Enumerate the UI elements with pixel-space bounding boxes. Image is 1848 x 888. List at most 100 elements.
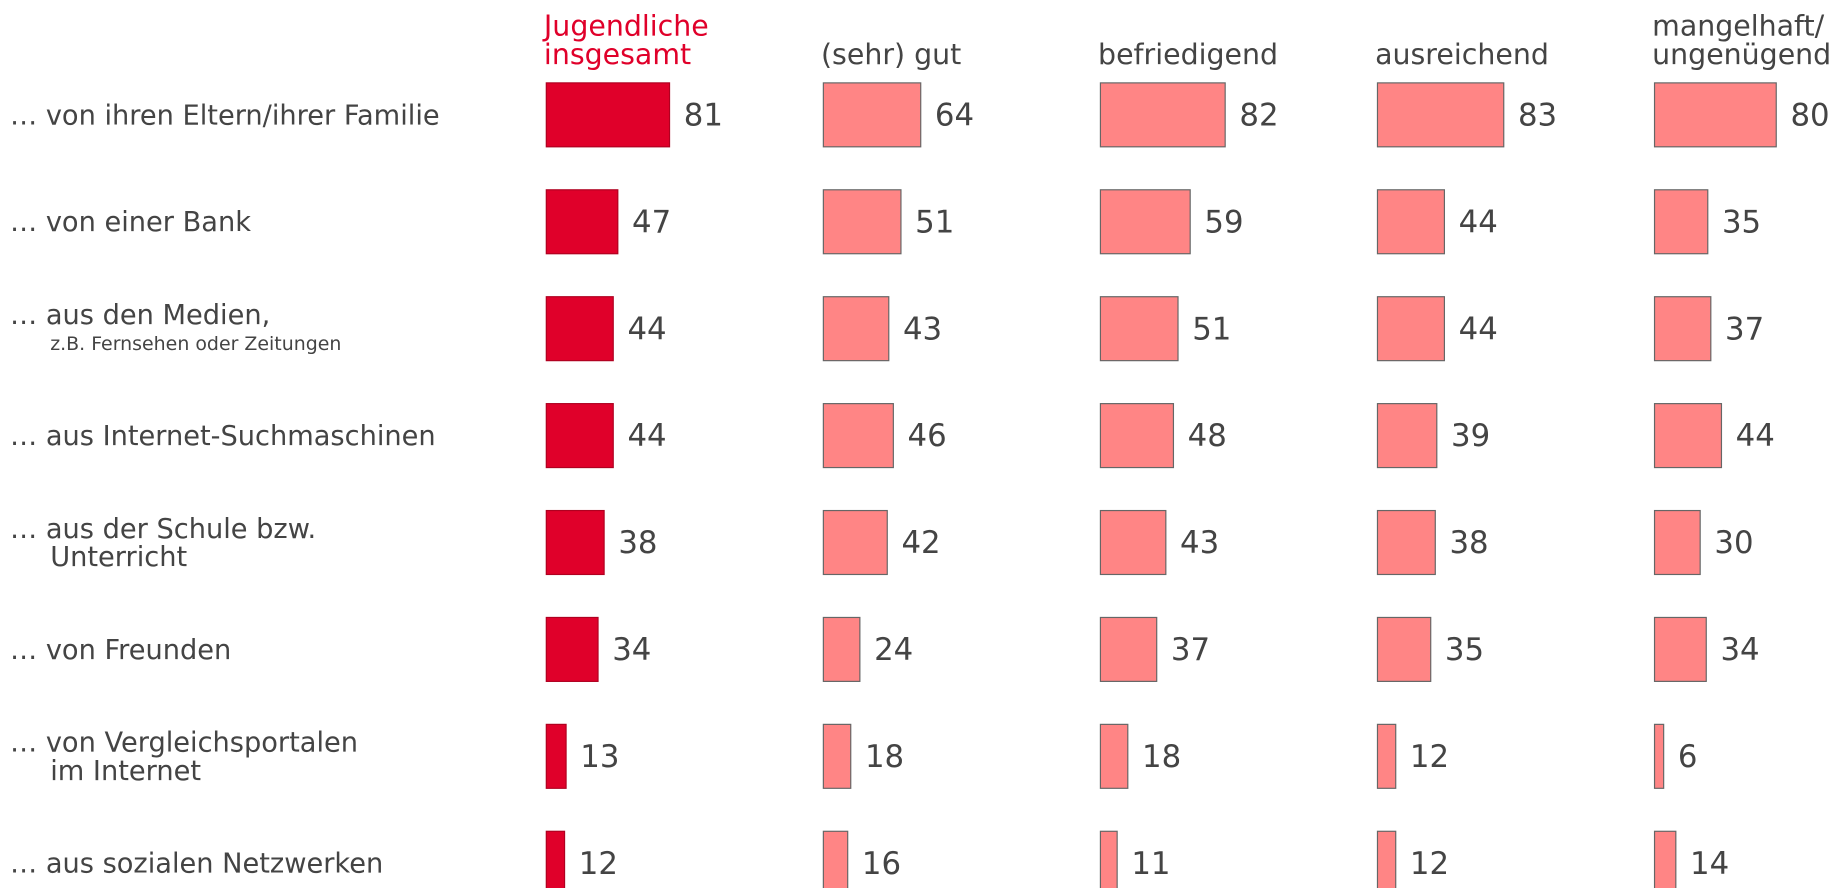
bar [545, 509, 605, 576]
value-label: 12 [1410, 739, 1449, 775]
value-label: 44 [1459, 311, 1498, 347]
category-label: … aus den Medien, [10, 300, 270, 331]
category-label: … von einer Bank [10, 207, 251, 238]
series-label: Jugendliche [542, 10, 709, 43]
bar [1099, 82, 1226, 148]
value-label: 38 [618, 525, 657, 561]
category-label: z.B. Fernsehen oder Zeitungen [50, 333, 341, 355]
bar [1376, 830, 1397, 888]
bar [1099, 723, 1129, 789]
value-label: 83 [1518, 98, 1557, 134]
bar [822, 189, 902, 255]
bar [1376, 82, 1505, 148]
series-label: ungenügend [1652, 38, 1831, 71]
category-label: … von Freunden [10, 635, 231, 666]
bar [1099, 509, 1167, 576]
bar [1653, 723, 1665, 789]
value-label: 11 [1131, 846, 1170, 882]
bar [1653, 296, 1712, 362]
value-label: 44 [1736, 418, 1775, 454]
category-label: Unterricht [50, 542, 187, 573]
value-label: 34 [1720, 632, 1759, 668]
value-label: 30 [1714, 525, 1753, 561]
value-label: 24 [874, 632, 913, 668]
value-label: 6 [1678, 739, 1698, 775]
bar [1376, 189, 1446, 255]
bar [1376, 723, 1397, 789]
category-label: … aus sozialen Netzwerken [10, 849, 383, 880]
category-label: im Internet [50, 756, 201, 787]
bar [1099, 189, 1191, 255]
value-label: 51 [1192, 311, 1231, 347]
bar [545, 189, 619, 255]
bar [1653, 509, 1701, 576]
value-label: 44 [1459, 204, 1498, 240]
bar [1099, 296, 1179, 362]
bar [822, 296, 890, 362]
value-label: 34 [612, 632, 651, 668]
bar [1653, 403, 1723, 469]
value-label: 64 [935, 98, 974, 134]
bar [1653, 616, 1707, 682]
value-label: 18 [1142, 739, 1181, 775]
value-label: 13 [580, 739, 619, 775]
bar [545, 830, 566, 888]
value-label: 35 [1722, 204, 1761, 240]
series-label: (sehr) gut [821, 38, 961, 71]
value-label: 44 [627, 311, 666, 347]
value-label: 81 [684, 98, 723, 134]
category-label: … aus der Schule bzw. [10, 514, 316, 545]
bar [545, 403, 614, 469]
bar [545, 82, 671, 148]
bar [1099, 830, 1118, 888]
bar [1653, 189, 1709, 255]
value-label: 16 [862, 846, 901, 882]
value-label: 82 [1239, 98, 1278, 134]
value-label: 47 [632, 204, 671, 240]
value-label: 42 [901, 525, 940, 561]
bar [1376, 403, 1438, 469]
bar [545, 723, 567, 789]
bar [1653, 830, 1677, 888]
value-label: 18 [865, 739, 904, 775]
bar [1376, 296, 1446, 362]
series-label: ausreichend [1375, 38, 1549, 71]
value-label: 59 [1204, 204, 1243, 240]
bar [822, 723, 852, 789]
series-label: insgesamt [544, 38, 691, 71]
value-label: 37 [1725, 311, 1764, 347]
bar [822, 509, 888, 576]
value-label: 12 [1410, 846, 1449, 882]
bar [545, 616, 599, 682]
bar [822, 616, 861, 682]
category-label: … von Vergleichsportalen [10, 728, 358, 759]
bar [1376, 509, 1436, 576]
value-label: 12 [579, 846, 618, 882]
value-label: 37 [1171, 632, 1210, 668]
bar [1653, 82, 1777, 148]
value-label: 51 [915, 204, 954, 240]
value-label: 48 [1188, 418, 1227, 454]
value-label: 38 [1449, 525, 1488, 561]
bar [545, 296, 614, 362]
value-label: 80 [1790, 98, 1829, 134]
bar [1099, 616, 1158, 682]
bar [822, 403, 894, 469]
value-label: 35 [1445, 632, 1484, 668]
value-label: 39 [1451, 418, 1490, 454]
value-label: 14 [1690, 846, 1729, 882]
bar [822, 82, 922, 148]
category-label: … von ihren Eltern/ihrer Familie [10, 100, 440, 131]
series-label: mangelhaft/ [1652, 10, 1825, 43]
bar [1376, 616, 1432, 682]
bar [1099, 403, 1175, 469]
category-label: … aus Internet-Suchmaschinen [10, 421, 436, 452]
value-label: 43 [903, 311, 942, 347]
value-label: 43 [1180, 525, 1219, 561]
series-label: befriedigend [1098, 38, 1278, 71]
bar [822, 830, 849, 888]
value-label: 44 [627, 418, 666, 454]
value-label: 46 [908, 418, 947, 454]
